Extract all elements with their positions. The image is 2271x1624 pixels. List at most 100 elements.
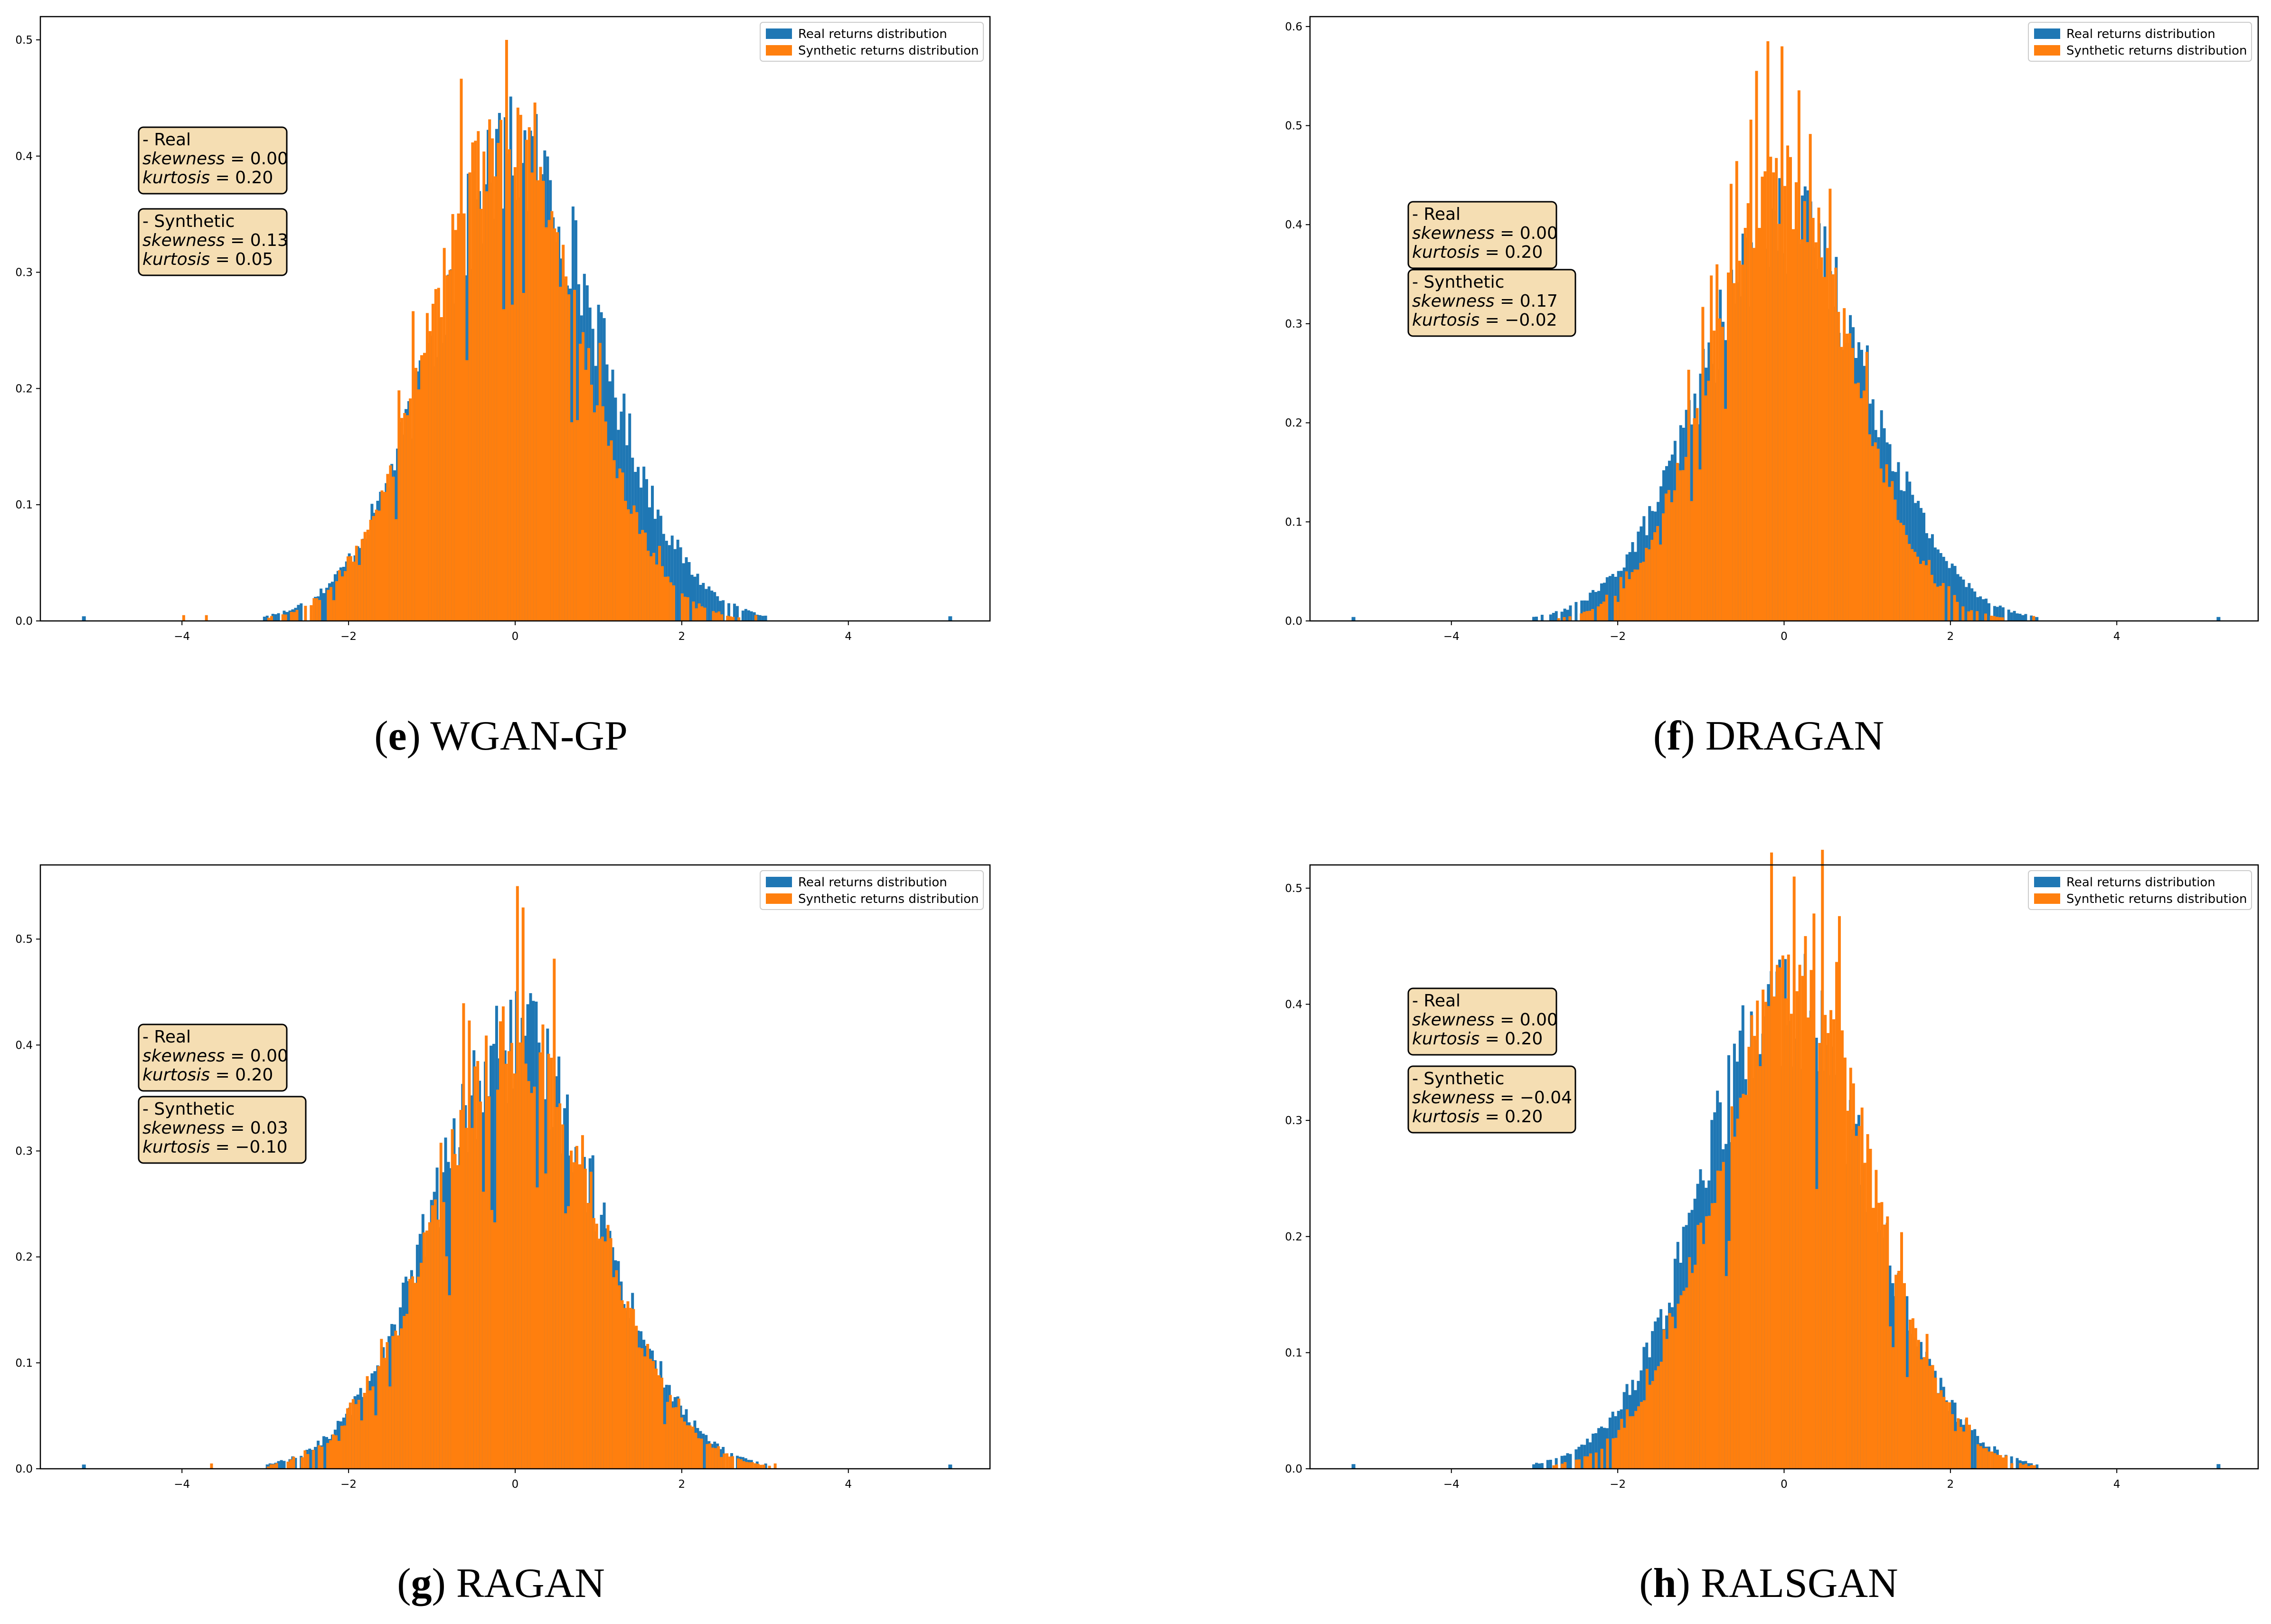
synthetic-bar xyxy=(1633,569,1637,621)
stat-skewness: skewness = 0.00 xyxy=(142,1046,288,1066)
synthetic-bar xyxy=(386,474,389,621)
real-bar xyxy=(693,576,697,621)
synthetic-bar xyxy=(501,1006,505,1469)
real-bar xyxy=(1982,599,1985,621)
synthetic-bar xyxy=(1851,348,1854,621)
synthetic-bar xyxy=(564,1213,567,1469)
y-tick-label: 0.0 xyxy=(1285,1463,1302,1475)
synthetic-bar xyxy=(1911,549,1914,621)
real-bar xyxy=(1589,592,1592,621)
synthetic-bar xyxy=(1927,560,1931,621)
synthetic-bar xyxy=(436,1220,440,1469)
synthetic-bar xyxy=(459,1110,462,1469)
synthetic-bar xyxy=(355,545,358,621)
synthetic-bar xyxy=(623,1308,627,1469)
synthetic-bar xyxy=(1654,1370,1657,1469)
synthetic-bar xyxy=(528,127,531,621)
real-bar xyxy=(651,486,654,621)
real-bar xyxy=(314,1446,317,1469)
synthetic-bar xyxy=(700,1438,703,1469)
real-bar xyxy=(716,596,719,621)
chart-panel-dragan: −4 −2 0 2 4 0.0 0.1 0.2 0.3 0.4 0.5 0.6 Real returns… xyxy=(1135,0,2271,807)
synthetic-bar xyxy=(1984,613,1987,621)
synthetic-bar xyxy=(1855,1136,1858,1469)
synthetic-bar xyxy=(1614,1437,1618,1469)
stat-label: - Real xyxy=(142,1027,191,1047)
synthetic-bar xyxy=(547,220,551,621)
synthetic-bar xyxy=(536,1187,539,1469)
legend-label-synthetic: Synthetic returns distribution xyxy=(798,892,979,906)
synthetic-bar xyxy=(561,1124,565,1469)
synthetic-bar xyxy=(477,131,480,621)
stat-kurtosis: kurtosis = 0.20 xyxy=(1412,1107,1543,1126)
synthetic-bar xyxy=(573,1162,576,1469)
legend-label-real: Real returns distribution xyxy=(2066,875,2215,890)
x-tick-label: −4 xyxy=(174,1478,190,1491)
synthetic-bar xyxy=(496,1089,499,1469)
synthetic-bar xyxy=(643,1356,647,1469)
synthetic-bar xyxy=(504,1063,508,1469)
legend-box xyxy=(760,870,984,910)
stat-kurtosis-value: = 0.20 xyxy=(1479,243,1543,262)
synthetic-bar xyxy=(1690,501,1693,621)
synthetic-bar xyxy=(1665,1339,1668,1469)
synthetic-bar xyxy=(1753,1036,1756,1469)
synthetic-bar xyxy=(2027,1466,2031,1469)
synthetic-bar xyxy=(507,1051,510,1469)
synthetic-bar xyxy=(1613,596,1617,621)
synthetic-bar xyxy=(567,294,571,621)
synthetic-bar xyxy=(505,40,508,621)
legend-swatch-real xyxy=(766,28,792,39)
synthetic-bar xyxy=(1746,203,1750,621)
synthetic-bar xyxy=(666,1402,669,1469)
synthetic-bar xyxy=(1773,996,1776,1469)
synthetic-bar xyxy=(598,1239,601,1469)
synthetic-bar xyxy=(652,553,656,621)
synthetic-bar xyxy=(694,1433,697,1469)
synthetic-bar xyxy=(1798,965,1801,1469)
synthetic-bar xyxy=(550,211,554,621)
synthetic-bar xyxy=(1710,275,1713,621)
synthetic-bar xyxy=(1920,1359,1923,1469)
synthetic-bar xyxy=(1860,1108,1864,1469)
synthetic-bar xyxy=(604,421,607,621)
synthetic-bar xyxy=(1792,876,1796,1469)
synthetic-bar xyxy=(1718,318,1722,621)
synthetic-bar xyxy=(1934,1378,1937,1469)
synthetic-bar xyxy=(762,1464,765,1469)
real-bar xyxy=(283,1461,286,1469)
synthetic-bar xyxy=(1857,1126,1861,1469)
synthetic-bar xyxy=(567,1206,570,1469)
synthetic-bar xyxy=(210,1463,213,1469)
synthetic-bar xyxy=(286,1462,290,1469)
legend: Real returns distribution Synthetic retur… xyxy=(2028,22,2252,62)
chart-panel-wgan-gp: −4 −2 0 2 4 0.0 0.1 0.2 0.3 0.4 0.5 Real returns di… xyxy=(0,0,1135,807)
synthetic-bar xyxy=(1759,1066,1762,1469)
legend-swatch-synthetic xyxy=(766,45,792,56)
synthetic-bar xyxy=(621,1300,624,1469)
synthetic-bar xyxy=(1758,228,1761,621)
synthetic-bar xyxy=(527,1081,530,1469)
legend: Real returns distribution Synthetic retur… xyxy=(760,22,984,62)
real-bar xyxy=(2035,1464,2039,1469)
synthetic-bar xyxy=(485,191,489,621)
synthetic-bar xyxy=(343,571,347,621)
y-tick-label: 0.4 xyxy=(15,1039,33,1051)
legend-swatch-synthetic xyxy=(766,893,792,904)
synthetic-bar xyxy=(335,1435,338,1469)
synthetic-bar xyxy=(1691,1273,1694,1469)
synthetic-bar xyxy=(1742,1094,1745,1469)
stat-skewness: skewness = 0.00 xyxy=(1412,1010,1558,1030)
synthetic-bar xyxy=(737,1458,740,1469)
synthetic-bar xyxy=(2025,1464,2028,1469)
synthetic-bar xyxy=(632,505,636,621)
synthetic-bar xyxy=(451,214,454,621)
synthetic-bar xyxy=(1670,502,1673,621)
synthetic-bar xyxy=(397,390,401,621)
synthetic-bar xyxy=(1990,1451,1994,1469)
synthetic-bar xyxy=(377,1366,380,1469)
synthetic-bar xyxy=(431,303,434,621)
synthetic-bar xyxy=(391,1336,395,1469)
synthetic-bar xyxy=(428,1222,431,1469)
